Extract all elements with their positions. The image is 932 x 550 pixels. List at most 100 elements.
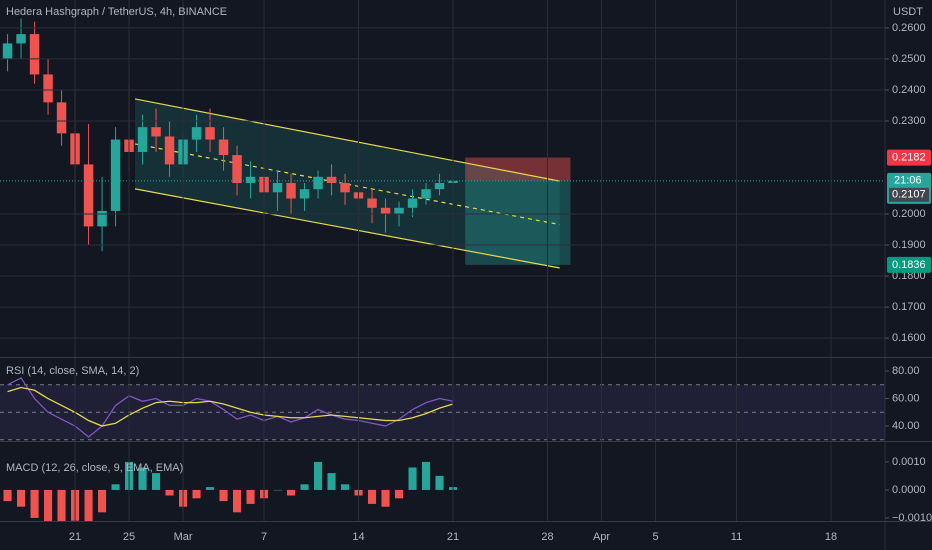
y-tick-label: 0.2300 — [892, 115, 926, 127]
candle-body — [340, 182, 350, 193]
y-tick-label: 60.00 — [892, 392, 920, 404]
macd-bar — [286, 489, 296, 496]
rsi-line — [7, 377, 454, 438]
candle-body — [191, 127, 202, 140]
candle-body — [407, 198, 418, 208]
macd-bar — [394, 489, 404, 499]
candle-body — [137, 127, 148, 152]
candle-body — [421, 189, 431, 199]
macd-bar — [17, 489, 26, 507]
macd-bar — [3, 489, 12, 502]
candle-body — [110, 139, 121, 211]
candle-body — [367, 198, 377, 208]
price-label: 0.2107 — [892, 189, 926, 201]
stop-zone — [465, 157, 571, 181]
rsi-title: RSI (14, close, SMA, 14, 2) — [6, 365, 139, 377]
macd-bar — [273, 489, 282, 491]
x-tick-label: 28 — [541, 531, 553, 543]
macd-bar — [300, 484, 309, 490]
macd-bar — [313, 461, 323, 490]
macd-bar — [408, 467, 417, 490]
macd-bar — [327, 473, 336, 490]
y-tick-label: 0.0010 — [892, 456, 926, 468]
y-tick-label: 0.1900 — [892, 239, 926, 251]
macd-bar — [111, 484, 120, 490]
candle-body — [2, 43, 13, 59]
y-tick-label: 0.1600 — [892, 332, 926, 344]
y-tick-label: 0.2500 — [892, 53, 926, 65]
candle-body — [16, 34, 26, 44]
y-tick-label: 0.1800 — [892, 270, 926, 282]
macd-bar — [98, 489, 107, 513]
x-tick-label: 21 — [69, 531, 81, 543]
candle-body — [434, 182, 445, 190]
x-tick-label: 11 — [731, 531, 742, 543]
candle-body — [29, 34, 40, 75]
macd-bar — [232, 489, 242, 513]
x-tick-label: Apr — [593, 531, 610, 543]
macd-bar — [421, 461, 431, 490]
rsi-line — [7, 386, 454, 427]
channel-lower — [134, 188, 560, 269]
macd-bar — [30, 489, 39, 518]
chart-title: Hedera Hashgraph / TetherUS, 4h, BINANCE — [6, 6, 227, 18]
macd-bar — [192, 489, 201, 499]
macd-bar — [219, 489, 228, 502]
candle-body — [164, 136, 175, 165]
channel-upper — [134, 98, 560, 182]
pane — [0, 18, 885, 269]
x-tick-label: Mar — [174, 531, 193, 543]
x-tick-label: 25 — [123, 531, 135, 543]
candle-body — [205, 127, 215, 140]
macd-bar — [151, 473, 161, 490]
candle-body — [151, 127, 161, 137]
candle-body — [245, 176, 256, 183]
price-label: 0.2182 — [892, 151, 926, 163]
x-tick-label: 7 — [261, 531, 267, 543]
y-tick-label: 0.2400 — [892, 84, 926, 96]
y-tick-label: 0.0000 — [892, 484, 926, 496]
price-label-bg — [887, 256, 931, 273]
price-label: 0.1836 — [892, 259, 926, 271]
y-tick-label: −0.0010 — [892, 512, 932, 524]
y-tick-label: 0.1700 — [892, 301, 926, 313]
currency-label: USDT — [893, 6, 923, 18]
macd-bar — [205, 487, 215, 490]
macd-bar — [165, 489, 174, 496]
y-tick-label: 0.2000 — [892, 208, 926, 220]
macd-bar — [367, 489, 377, 504]
macd-bar — [381, 489, 390, 507]
candle-body — [286, 182, 296, 199]
candle-body — [43, 74, 53, 103]
candle-body — [299, 189, 310, 199]
x-tick-label: 14 — [352, 531, 364, 543]
price-label-bg — [889, 187, 929, 202]
candle-body — [232, 155, 242, 183]
candle-body — [83, 164, 94, 227]
candle-body — [394, 207, 404, 215]
y-tick-label: 0.2600 — [892, 22, 926, 34]
y-tick-label: 40.00 — [892, 420, 920, 432]
macd-title: MACD (12, 26, close, 9, EMA, EMA) — [6, 462, 183, 474]
countdown-label: 21:06 — [894, 175, 922, 187]
macd-bar — [246, 489, 255, 504]
candle-body — [326, 176, 337, 183]
y-tick-label: 80.00 — [892, 365, 920, 377]
pane — [0, 377, 885, 441]
macd-bar — [138, 467, 147, 490]
candle-body — [313, 176, 323, 190]
macd-bar — [435, 475, 444, 490]
macd-bar — [57, 489, 66, 521]
candle-body — [97, 210, 107, 227]
candle-body — [272, 182, 283, 193]
candle-body — [56, 102, 67, 134]
macd-bar — [84, 489, 93, 521]
x-tick-label: 5 — [652, 531, 658, 543]
macd-bar — [340, 484, 350, 490]
x-tick-label: 21 — [447, 531, 459, 543]
candle-body — [218, 139, 229, 156]
macd-bar — [44, 489, 53, 521]
candle-body — [380, 207, 391, 215]
